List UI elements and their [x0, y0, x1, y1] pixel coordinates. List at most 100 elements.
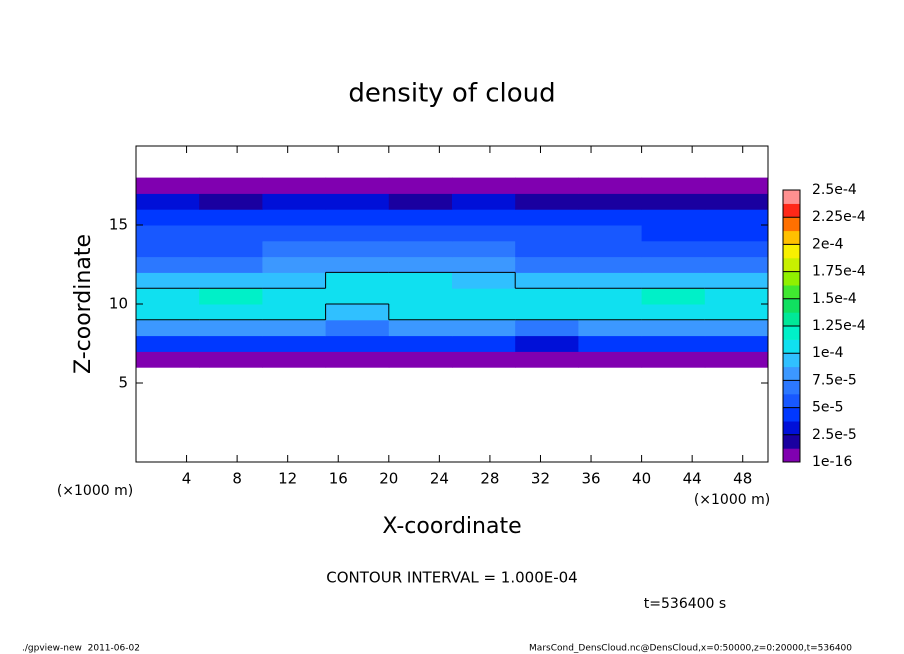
cell	[452, 225, 516, 242]
cell	[325, 351, 390, 368]
colorbar-band	[783, 421, 800, 436]
cell	[704, 272, 769, 289]
cell	[325, 335, 390, 352]
colorbar-label: 5e-5	[812, 400, 843, 416]
cell	[388, 177, 453, 194]
cell	[641, 209, 706, 226]
cell	[515, 177, 579, 194]
colorbar-band	[783, 244, 800, 259]
cell	[452, 256, 516, 273]
cell	[262, 319, 327, 337]
colorbar-band	[783, 312, 800, 327]
cell	[136, 225, 200, 242]
cell	[325, 256, 390, 273]
colorbar-band	[783, 353, 800, 368]
y-axis-label: Z-coordinate	[71, 234, 96, 374]
cell	[388, 193, 453, 210]
cell	[578, 193, 643, 210]
cell	[641, 272, 706, 289]
cell	[704, 193, 769, 210]
colorbar-label: 2.5e-5	[812, 427, 857, 443]
cell	[388, 209, 453, 226]
colorbar-label: 1e-16	[812, 454, 852, 470]
cell	[199, 193, 263, 210]
colorbar-band	[783, 190, 800, 204]
cell	[704, 256, 769, 273]
cell	[199, 351, 263, 368]
colorbar-band	[783, 203, 800, 218]
cell	[136, 256, 200, 273]
cell	[452, 177, 516, 194]
cell	[578, 256, 643, 273]
cell	[136, 335, 200, 352]
cell	[325, 319, 390, 337]
cell	[136, 288, 200, 305]
cell	[704, 225, 769, 242]
cell	[388, 335, 453, 352]
cell	[388, 319, 453, 337]
colorbar-band	[783, 230, 800, 245]
cell	[262, 335, 327, 352]
x-tick-label: 40	[632, 470, 651, 488]
x-tick-label: 48	[733, 470, 752, 488]
contour-interval: CONTOUR INTERVAL = 1.000E-04	[326, 569, 577, 587]
cell	[452, 272, 516, 289]
cell	[452, 351, 516, 368]
cell	[136, 351, 200, 368]
colorbar-band	[783, 339, 800, 354]
x-unit: (×1000 m)	[694, 492, 770, 508]
cell	[452, 240, 516, 258]
cell	[199, 225, 263, 242]
cell	[641, 240, 706, 258]
colorbar-band	[783, 271, 800, 286]
colorbar-label: 2e-4	[812, 236, 844, 252]
cell	[704, 177, 769, 194]
cell	[325, 272, 390, 289]
colorbar-band	[783, 407, 800, 422]
x-tick-label: 28	[480, 470, 499, 488]
colorbar-label: 1.75e-4	[812, 264, 866, 280]
cell	[641, 193, 706, 210]
cell	[452, 209, 516, 226]
colorbar-band	[783, 298, 800, 313]
cell	[136, 177, 200, 194]
cell	[452, 304, 516, 321]
cell	[641, 256, 706, 273]
colorbar-band	[783, 394, 800, 408]
cell	[199, 256, 263, 273]
cell	[325, 288, 390, 305]
x-tick-label: 12	[278, 470, 297, 488]
footer-left: ./gpview-new 2011-06-02	[22, 644, 140, 654]
y-tick-label: 10	[109, 295, 128, 313]
cell	[136, 240, 200, 258]
cell	[515, 351, 579, 368]
cell	[515, 288, 579, 305]
x-tick-label: 32	[531, 470, 550, 488]
colorbar-band	[783, 258, 800, 272]
cell	[578, 272, 643, 289]
colorbar-band	[783, 285, 800, 300]
cell	[325, 209, 390, 226]
cell	[578, 209, 643, 226]
cell	[262, 177, 327, 194]
cell	[262, 351, 327, 368]
cell	[704, 304, 769, 321]
cell	[515, 240, 579, 258]
cell	[388, 272, 453, 289]
cell	[199, 177, 263, 194]
colorbar-label: 1.25e-4	[812, 318, 866, 334]
cell	[641, 351, 706, 368]
cell	[704, 319, 769, 337]
cell	[388, 304, 453, 321]
cell	[704, 209, 769, 226]
x-tick-label: 44	[683, 470, 702, 488]
cell	[641, 304, 706, 321]
cell	[262, 304, 327, 321]
cell	[641, 335, 706, 352]
cell	[704, 288, 769, 305]
y-tick-label: 15	[109, 216, 128, 234]
cell	[199, 209, 263, 226]
cell	[199, 272, 263, 289]
cell	[136, 304, 200, 321]
x-tick-label: 36	[581, 470, 600, 488]
